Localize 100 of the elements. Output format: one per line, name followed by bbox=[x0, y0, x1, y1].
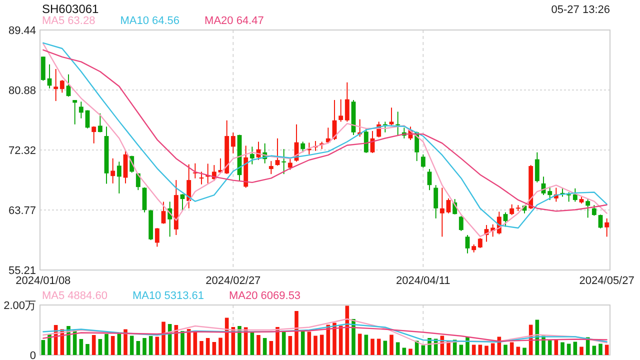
line-series bbox=[42, 318, 608, 346]
bar bbox=[104, 334, 108, 355]
bar bbox=[41, 340, 46, 355]
candlestick bbox=[110, 158, 116, 184]
bar bbox=[396, 342, 400, 355]
bar bbox=[408, 348, 412, 355]
y-tick-label: 0 bbox=[30, 350, 36, 360]
bar bbox=[504, 344, 508, 355]
candlestick bbox=[54, 68, 58, 102]
text: MA20 64.47 bbox=[204, 15, 264, 27]
bar bbox=[573, 342, 578, 355]
bar bbox=[238, 326, 242, 355]
x-tick-label: 2024/04/11 bbox=[396, 275, 450, 287]
candlestick bbox=[434, 184, 438, 219]
bar bbox=[376, 338, 381, 355]
text: MA20 6069.53 bbox=[229, 290, 301, 302]
chart-title: SH603061 bbox=[42, 2, 100, 16]
bar bbox=[256, 335, 260, 355]
bar bbox=[136, 341, 140, 355]
candlestick bbox=[338, 98, 344, 122]
bar bbox=[48, 334, 52, 355]
bar bbox=[155, 336, 160, 355]
bar bbox=[370, 338, 374, 355]
bar bbox=[604, 344, 609, 355]
candlestick bbox=[389, 107, 394, 126]
bar bbox=[332, 322, 336, 355]
candlestick bbox=[282, 148, 286, 175]
y-tick-label: 72.32 bbox=[8, 145, 36, 158]
bar bbox=[288, 336, 292, 355]
y-tick-label: 2.00万 bbox=[4, 300, 36, 312]
x-tick-label: 2024/01/08 bbox=[16, 275, 71, 287]
text: MA5 4884.60 bbox=[42, 290, 108, 302]
candlestick bbox=[344, 82, 350, 122]
candlestick bbox=[510, 204, 514, 216]
candlestick bbox=[586, 198, 590, 218]
line-series bbox=[42, 323, 608, 343]
bar bbox=[110, 336, 115, 355]
text: 05-27 13:26 bbox=[551, 4, 610, 16]
bar bbox=[548, 340, 552, 355]
bar bbox=[212, 342, 216, 355]
candlestick bbox=[572, 188, 578, 202]
candlestick bbox=[548, 186, 552, 201]
bar bbox=[390, 334, 394, 355]
bar bbox=[490, 343, 495, 355]
bar bbox=[383, 340, 388, 355]
candlestick bbox=[503, 212, 508, 228]
bar bbox=[459, 344, 464, 355]
candlestick bbox=[250, 146, 254, 165]
bar bbox=[142, 338, 146, 355]
series-label: MA5 63.28 bbox=[42, 15, 96, 27]
bar bbox=[92, 335, 96, 355]
candlestick bbox=[78, 101, 84, 119]
candlestick bbox=[478, 238, 482, 249]
candlestick bbox=[40, 56, 46, 82]
bar bbox=[314, 336, 318, 355]
bar bbox=[484, 346, 488, 355]
bar bbox=[516, 346, 520, 355]
candlestick bbox=[458, 216, 464, 232]
candlestick bbox=[364, 128, 368, 154]
bar bbox=[79, 339, 84, 355]
candlestick bbox=[396, 111, 400, 136]
candlestick bbox=[275, 138, 280, 166]
bar bbox=[124, 329, 128, 355]
bar bbox=[566, 344, 571, 355]
bar bbox=[320, 334, 324, 355]
candlestick bbox=[440, 187, 444, 238]
y-tick-label: 89.44 bbox=[8, 25, 36, 37]
candlestick bbox=[66, 74, 71, 98]
line-series bbox=[42, 326, 608, 342]
candlestick bbox=[382, 121, 388, 133]
candlestick bbox=[427, 168, 432, 191]
candlestick bbox=[592, 204, 596, 216]
candlestick bbox=[566, 192, 572, 202]
bar bbox=[510, 342, 514, 355]
y-tick-label: 63.77 bbox=[8, 204, 36, 217]
x-tick-label: 2024/05/27 bbox=[579, 275, 634, 287]
bar bbox=[180, 331, 184, 355]
bar bbox=[580, 346, 584, 355]
bar bbox=[352, 319, 356, 355]
candlestick bbox=[161, 201, 166, 224]
bar bbox=[148, 336, 153, 355]
candlestick bbox=[268, 160, 274, 175]
candlestick bbox=[60, 79, 64, 94]
bar bbox=[130, 336, 134, 355]
y-tick-label: 80.88 bbox=[8, 85, 36, 98]
bar bbox=[162, 322, 166, 355]
bar bbox=[307, 332, 312, 355]
candlestick bbox=[154, 228, 160, 248]
candlestick bbox=[116, 161, 122, 194]
bar bbox=[522, 348, 526, 355]
candlestick bbox=[186, 164, 192, 209]
candlestick bbox=[465, 234, 470, 254]
candlestick bbox=[446, 198, 451, 214]
bar bbox=[560, 342, 564, 355]
bar bbox=[98, 339, 102, 355]
bar bbox=[206, 338, 210, 355]
candlestick bbox=[98, 112, 102, 133]
bar bbox=[276, 327, 280, 355]
candlestick bbox=[300, 141, 306, 153]
y-tick-label: 55.21 bbox=[8, 265, 36, 277]
